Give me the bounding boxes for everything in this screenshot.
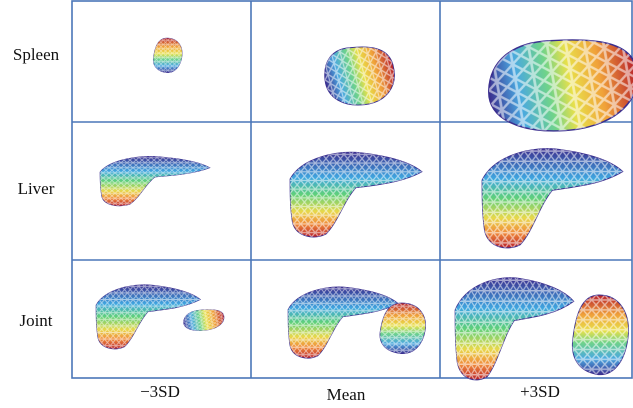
joint-minus-3sd bbox=[96, 285, 226, 349]
row-label: Spleen bbox=[13, 45, 60, 64]
liver-mean bbox=[290, 152, 422, 237]
column-label: +3SD bbox=[520, 382, 560, 401]
joint-plus-3sd bbox=[455, 278, 628, 380]
row-label: Joint bbox=[19, 311, 52, 330]
row-label: Liver bbox=[18, 179, 55, 198]
liver-plus-3sd bbox=[482, 149, 623, 248]
spleen-plus-3sd bbox=[481, 26, 633, 143]
spleen-minus-3sd bbox=[153, 38, 182, 73]
figure: Spleen Liver Joint −3SD Mean +3SD bbox=[0, 0, 633, 408]
column-label: −3SD bbox=[140, 382, 180, 401]
column-label: Mean bbox=[327, 385, 366, 404]
spleen-mean bbox=[318, 37, 401, 113]
joint-mean bbox=[288, 287, 426, 358]
liver-minus-3sd bbox=[100, 156, 210, 206]
